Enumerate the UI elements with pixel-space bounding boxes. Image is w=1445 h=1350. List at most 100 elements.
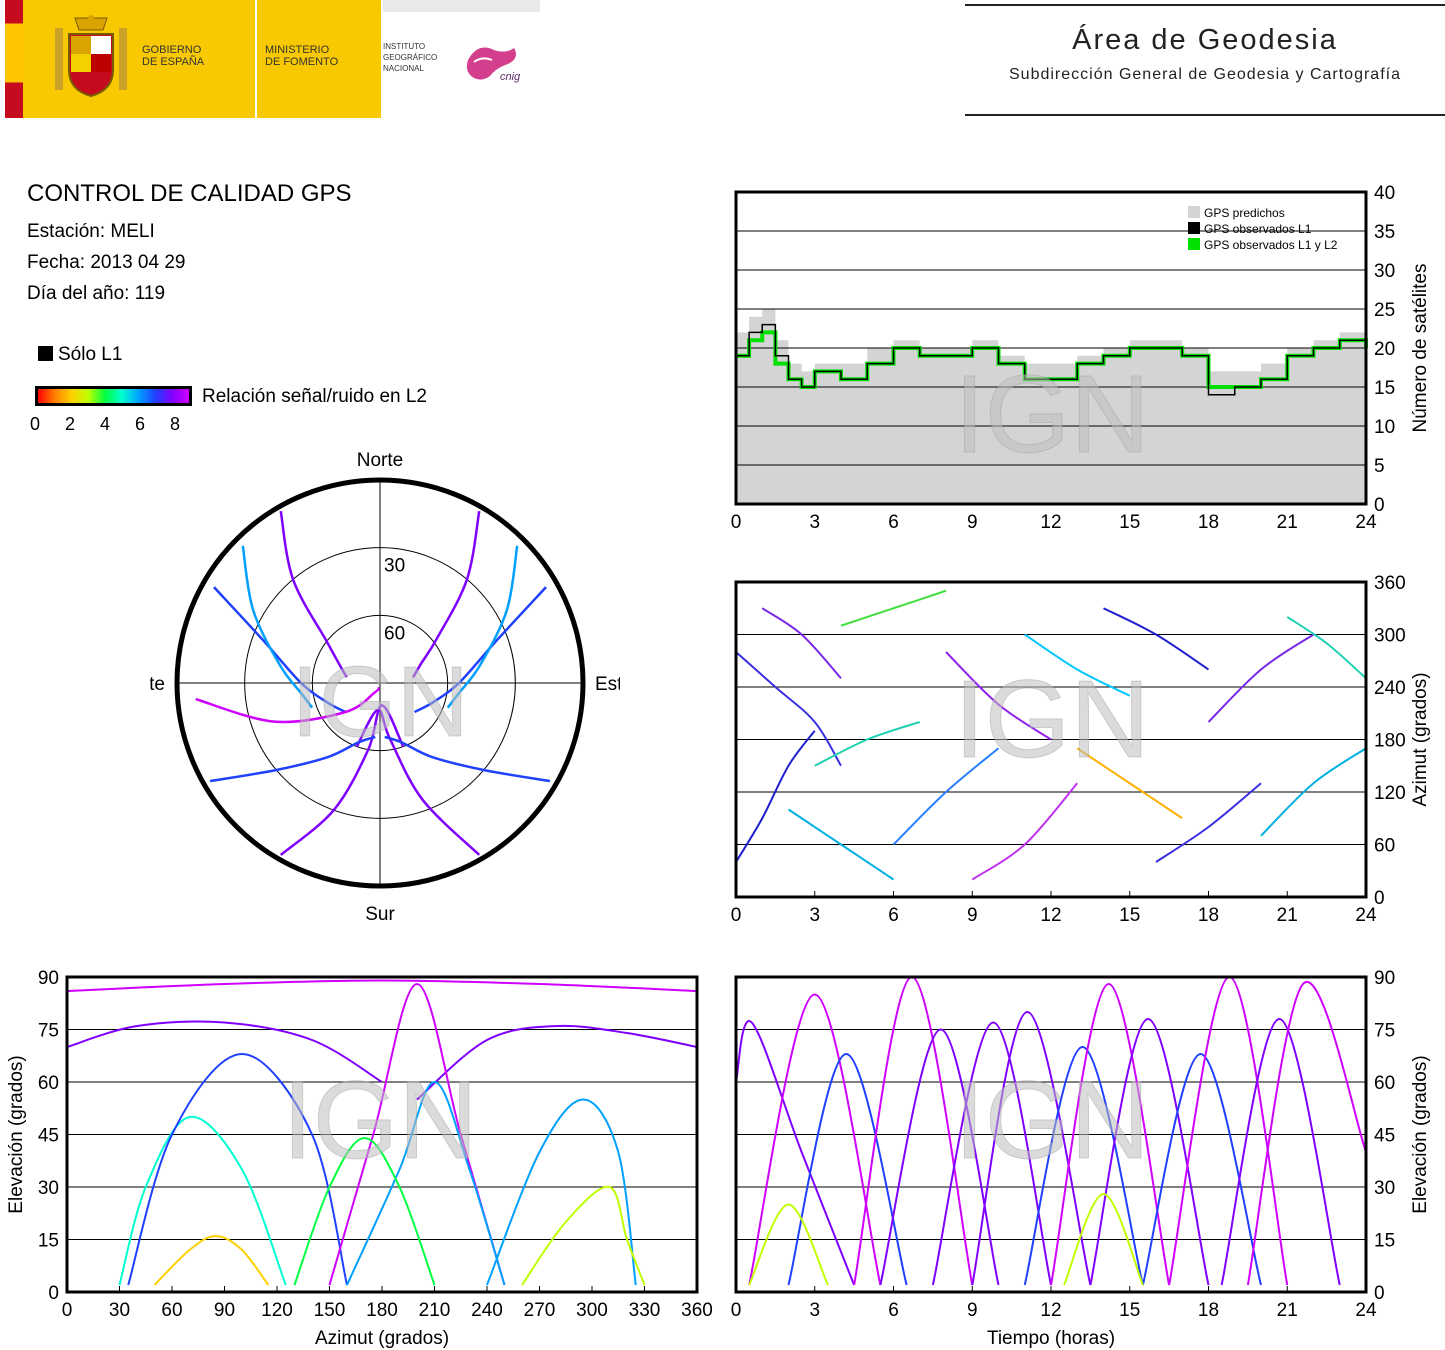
satellite-track bbox=[1023, 1045, 1144, 1286]
satellite-track bbox=[446, 545, 519, 709]
y-tick-label: 30 bbox=[1374, 1178, 1395, 1199]
y-tick-label: 20 bbox=[1374, 339, 1395, 360]
x-tick-label: 24 bbox=[1355, 512, 1377, 530]
x-tick-label: 6 bbox=[888, 905, 899, 926]
y-tick-label: 30 bbox=[1374, 261, 1395, 282]
satellite-track bbox=[1220, 1017, 1341, 1286]
y-tick-label: 40 bbox=[1374, 183, 1395, 204]
ring-label-30: 30 bbox=[384, 556, 405, 577]
x-tick-label: 3 bbox=[809, 512, 820, 530]
x-tick-label: 210 bbox=[419, 1300, 451, 1321]
satellite-track bbox=[892, 747, 1000, 846]
snr-tick: 0 bbox=[30, 414, 41, 434]
satellite-track bbox=[66, 979, 698, 992]
satellite-track bbox=[971, 782, 1079, 881]
x-tick-label: 12 bbox=[1040, 1300, 1061, 1321]
ministerio-block bbox=[257, 0, 381, 118]
satellite-track bbox=[241, 545, 314, 709]
x-tick-label: 30 bbox=[109, 1300, 130, 1321]
series-gps-observados-l1 bbox=[736, 323, 1367, 396]
y-tick-label: 120 bbox=[1374, 783, 1406, 804]
satellite-track bbox=[971, 1010, 1092, 1286]
south-label: Sur bbox=[365, 904, 395, 925]
y-tick-label: 10 bbox=[1374, 417, 1395, 438]
satellite-track bbox=[1076, 747, 1183, 820]
x-tick-label: 150 bbox=[314, 1300, 346, 1321]
legend-label: GPS observados L1 bbox=[1204, 222, 1312, 236]
y-tick-label: 5 bbox=[1374, 456, 1385, 477]
y-tick-label: 35 bbox=[1374, 222, 1395, 243]
instituto-line-3: NACIONAL bbox=[383, 64, 424, 73]
satellite-track bbox=[1207, 633, 1315, 723]
x-tick-label: 18 bbox=[1198, 905, 1219, 926]
satellite-track bbox=[293, 1136, 436, 1286]
area-title: Área de Geodesia bbox=[1072, 24, 1338, 56]
plot-frame bbox=[65, 975, 699, 1294]
satellite-track bbox=[1155, 782, 1262, 863]
x-tick-label: 270 bbox=[524, 1300, 556, 1321]
satellite-track bbox=[195, 686, 381, 724]
y-tick-label: 25 bbox=[1374, 300, 1395, 321]
satellite-track bbox=[412, 510, 481, 678]
spain-flag-stripe bbox=[5, 0, 23, 118]
x-tick-label: 18 bbox=[1198, 512, 1219, 530]
watermark-ign-5: IGN bbox=[291, 646, 469, 758]
x-tick-label: 3 bbox=[809, 1300, 820, 1321]
y-axis-label: Azimut (grados) bbox=[1410, 672, 1431, 806]
y-tick-label: 60 bbox=[1374, 1073, 1395, 1094]
elevation-time-chart: 0 15 30 45 60 75 90 0 3 6 9 12 15 18 21 24 Elevación (gr… bbox=[731, 968, 1431, 1349]
x-tick-label: 6 bbox=[888, 512, 899, 530]
satellite-track bbox=[416, 1024, 698, 1101]
satellite-track bbox=[787, 808, 895, 881]
satellite-track bbox=[1260, 747, 1367, 837]
watermark-ign-4: IGN bbox=[954, 1059, 1150, 1182]
x-tick-label: 0 bbox=[62, 1300, 73, 1321]
plot-frame bbox=[734, 190, 1368, 506]
satellite-track bbox=[209, 735, 376, 783]
satellite-track bbox=[1063, 1192, 1144, 1286]
gobierno-line-1: GOBIERNO bbox=[142, 44, 202, 56]
area-subtitle: Subdirección General de Geodesia y Carto… bbox=[1009, 66, 1401, 83]
x-tick-label: 15 bbox=[1119, 905, 1140, 926]
satellite-track bbox=[118, 1115, 287, 1286]
legend-label: GPS predichos bbox=[1204, 206, 1285, 220]
x-tick-label: 120 bbox=[261, 1300, 293, 1321]
satellite-track bbox=[521, 1185, 646, 1286]
x-tick-label: 0 bbox=[731, 1300, 742, 1321]
satellites-chart: 0 5 10 15 20 25 30 35 40 0 3 6 9 12 15 18 21 24 Número de … bbox=[731, 183, 1431, 530]
satellite-track bbox=[279, 510, 348, 678]
satellite-track bbox=[279, 704, 405, 856]
date-label: Fecha: 2013 04 29 bbox=[27, 252, 186, 273]
east-label: Este bbox=[595, 674, 620, 695]
satellite-track bbox=[486, 1098, 637, 1286]
cnig-text: cnig bbox=[500, 71, 521, 83]
legend-label: GPS observados L1 y L2 bbox=[1204, 238, 1338, 252]
skyplot-chart: IGN Norte Sur Este Oeste 30 60 bbox=[150, 450, 620, 925]
plot-frame bbox=[734, 580, 1368, 899]
y-tick-label: 180 bbox=[1374, 731, 1406, 752]
satellite-track bbox=[153, 1234, 270, 1286]
satellite-track bbox=[735, 651, 842, 767]
coat-of-arms-icon bbox=[55, 15, 127, 98]
x-tick-label: 60 bbox=[161, 1300, 182, 1321]
x-tick-label: 12 bbox=[1040, 905, 1061, 926]
gobierno-line-2: DE ESPAÑA bbox=[142, 56, 205, 68]
x-tick-label: 180 bbox=[366, 1300, 398, 1321]
azimut-time-chart: 0 60 120 180 240 300 360 0 3 6 9 12 15 18 21 24 Azimut (… bbox=[731, 573, 1431, 926]
y-tick-label: 75 bbox=[1374, 1021, 1395, 1042]
satellite-track bbox=[413, 586, 547, 714]
y-tick-label: 60 bbox=[1374, 836, 1395, 857]
snr-tick: 2 bbox=[65, 414, 76, 434]
satellite-track bbox=[1141, 1052, 1262, 1286]
y-axis-label: Elevación (grados) bbox=[1410, 1055, 1431, 1213]
x-tick-label: 21 bbox=[1277, 1300, 1298, 1321]
x-tick-label: 15 bbox=[1119, 1300, 1140, 1321]
satellite-track bbox=[1024, 633, 1131, 697]
snr-colorbar bbox=[35, 386, 192, 406]
x-tick-label: 9 bbox=[967, 512, 978, 530]
plot-frame bbox=[734, 975, 1368, 1294]
x-tick-label: 12 bbox=[1040, 512, 1061, 530]
satellite-track bbox=[840, 589, 947, 627]
snr-tick: 8 bbox=[170, 414, 181, 434]
legend-swatch bbox=[1188, 222, 1200, 234]
